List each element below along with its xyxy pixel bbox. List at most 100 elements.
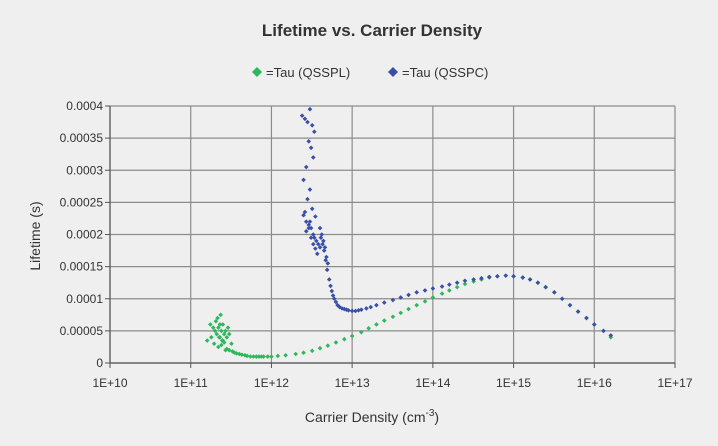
data-point xyxy=(309,122,315,128)
data-point xyxy=(283,352,288,358)
data-point xyxy=(342,306,347,312)
y-tick-label: 0.00025 xyxy=(60,195,104,209)
data-point xyxy=(306,222,312,228)
axes xyxy=(105,105,676,368)
data-point xyxy=(239,352,245,357)
chart-title: Lifetime vs. Carrier Density xyxy=(262,21,483,40)
y-tick-label: 0 xyxy=(96,356,103,370)
data-point xyxy=(313,214,318,219)
data-point xyxy=(314,238,319,244)
data-point xyxy=(535,280,541,285)
x-tick-label: 1E+11 xyxy=(174,376,208,390)
x-tick-label: 1E+10 xyxy=(92,376,127,390)
data-point xyxy=(414,290,419,295)
data-point xyxy=(303,164,309,170)
data-point xyxy=(342,336,347,342)
x-tick-label: 1E+15 xyxy=(496,376,531,390)
data-point xyxy=(269,354,274,359)
data-point xyxy=(381,300,387,305)
data-point xyxy=(364,306,369,311)
data-point xyxy=(309,206,315,212)
data-point xyxy=(223,347,228,353)
data-point xyxy=(305,196,310,202)
data-point xyxy=(322,245,328,250)
legend-marker-qsspc xyxy=(388,67,398,77)
data-point xyxy=(430,295,436,300)
data-point xyxy=(301,212,306,218)
data-point xyxy=(608,333,614,338)
y-axis-title: Lifetime (s) xyxy=(27,201,43,270)
data-point xyxy=(215,315,220,321)
data-point xyxy=(353,308,358,314)
data-point xyxy=(318,235,324,241)
data-point xyxy=(462,281,468,287)
data-point xyxy=(422,299,428,304)
data-point xyxy=(575,309,581,314)
gridlines xyxy=(109,105,676,364)
legend-marker-qsspl xyxy=(252,67,262,77)
data-point xyxy=(220,338,226,343)
series-1 xyxy=(299,106,614,338)
data-point xyxy=(308,145,314,151)
data-point xyxy=(248,354,253,359)
data-point xyxy=(344,307,349,312)
data-point xyxy=(479,275,484,281)
data-point xyxy=(211,341,217,347)
data-point xyxy=(309,348,315,354)
legend-label-qsspl: =Tau (QSSPL) xyxy=(266,65,350,80)
data-point xyxy=(254,354,259,359)
data-point xyxy=(301,177,306,183)
data-point xyxy=(439,291,445,296)
data-point xyxy=(303,219,309,224)
data-point xyxy=(366,326,371,331)
data-point xyxy=(320,241,325,247)
x-tick-label: 1E+17 xyxy=(657,376,692,390)
data-point xyxy=(390,314,396,320)
data-point xyxy=(226,347,232,353)
data-point xyxy=(251,354,256,359)
data-point xyxy=(224,346,230,352)
data-point xyxy=(307,187,313,192)
y-tick-label: 0.00005 xyxy=(60,324,104,338)
data-point xyxy=(312,235,317,241)
data-point xyxy=(214,331,220,337)
data-point xyxy=(306,139,312,144)
data-point xyxy=(219,342,224,348)
data-point xyxy=(520,275,526,280)
data-point xyxy=(229,341,234,347)
data-point xyxy=(447,288,452,293)
data-point xyxy=(261,354,266,359)
data-point xyxy=(315,241,321,247)
data-point xyxy=(331,296,337,302)
data-point xyxy=(221,331,227,337)
data-point xyxy=(306,225,312,231)
x-tick-labels: 1E+10 1E+11 1E+12 1E+13 1E+14 1E+15 1E+16 1E+17 xyxy=(92,376,692,390)
data-point xyxy=(398,310,404,316)
data-point xyxy=(359,307,364,312)
data-point xyxy=(462,278,468,284)
data-point xyxy=(454,280,460,285)
y-tick-label: 0.0002 xyxy=(66,228,103,242)
data-point xyxy=(503,273,509,278)
x-tick-label: 1E+13 xyxy=(335,376,370,390)
data-point xyxy=(265,354,271,359)
data-point xyxy=(217,335,223,340)
data-point xyxy=(368,304,374,310)
legend: =Tau (QSSPL) =Tau (QSSPC) xyxy=(252,65,488,80)
data-point xyxy=(374,322,379,327)
data-point xyxy=(323,257,328,263)
data-point xyxy=(313,246,318,251)
data-point xyxy=(543,284,548,290)
data-point xyxy=(591,322,597,327)
data-point xyxy=(335,302,340,308)
data-point xyxy=(302,209,308,215)
data-point xyxy=(219,328,224,334)
data-point xyxy=(256,354,262,359)
data-point xyxy=(406,306,411,312)
data-point xyxy=(495,273,500,279)
y-tick-label: 0.00035 xyxy=(60,131,104,145)
data-point xyxy=(430,286,436,291)
data-point xyxy=(324,267,330,273)
data-point xyxy=(390,297,396,303)
